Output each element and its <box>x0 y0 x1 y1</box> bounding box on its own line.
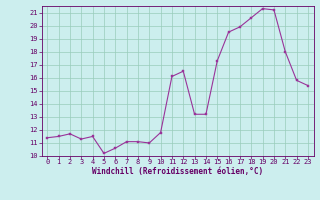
X-axis label: Windchill (Refroidissement éolien,°C): Windchill (Refroidissement éolien,°C) <box>92 167 263 176</box>
